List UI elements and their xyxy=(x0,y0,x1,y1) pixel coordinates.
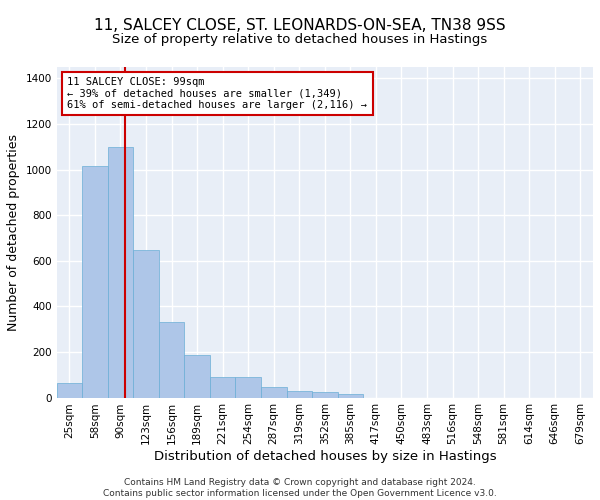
Bar xyxy=(287,392,312,398)
Bar xyxy=(56,384,82,398)
Text: Contains HM Land Registry data © Crown copyright and database right 2024.
Contai: Contains HM Land Registry data © Crown c… xyxy=(103,478,497,498)
Bar xyxy=(210,378,235,398)
Bar xyxy=(184,354,210,398)
Bar xyxy=(235,378,261,398)
Bar xyxy=(312,392,338,398)
Y-axis label: Number of detached properties: Number of detached properties xyxy=(7,134,20,330)
X-axis label: Distribution of detached houses by size in Hastings: Distribution of detached houses by size … xyxy=(154,450,496,463)
Text: 11 SALCEY CLOSE: 99sqm
← 39% of detached houses are smaller (1,349)
61% of semi-: 11 SALCEY CLOSE: 99sqm ← 39% of detached… xyxy=(67,77,367,110)
Bar xyxy=(133,250,159,398)
Bar xyxy=(261,388,287,398)
Bar xyxy=(82,166,108,398)
Bar xyxy=(108,146,133,398)
Text: 11, SALCEY CLOSE, ST. LEONARDS-ON-SEA, TN38 9SS: 11, SALCEY CLOSE, ST. LEONARDS-ON-SEA, T… xyxy=(94,18,506,32)
Bar xyxy=(159,322,184,398)
Text: Size of property relative to detached houses in Hastings: Size of property relative to detached ho… xyxy=(112,32,488,46)
Bar xyxy=(338,394,363,398)
